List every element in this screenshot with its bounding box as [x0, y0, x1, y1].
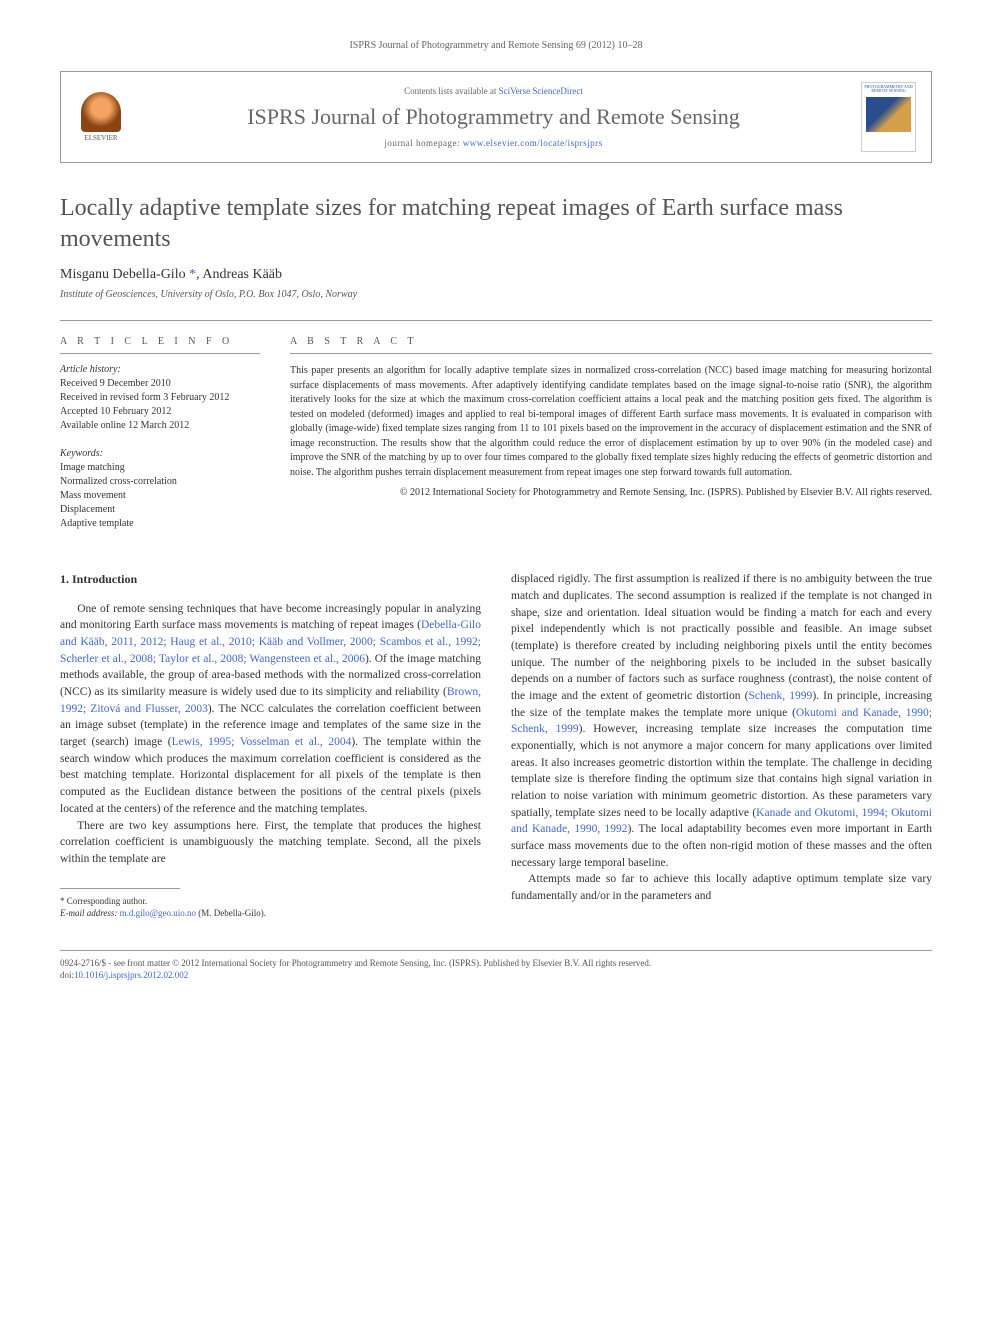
- elsevier-logo: ELSEVIER: [76, 87, 126, 147]
- keyword-2: Normalized cross-correlation: [60, 475, 260, 489]
- corresponding-author-note: * Corresponding author.: [60, 895, 481, 908]
- keyword-1: Image matching: [60, 461, 260, 475]
- article-info-column: A R T I C L E I N F O Article history: R…: [60, 336, 260, 531]
- email-line: E-mail address: m.d.gilo@geo.uio.no (M. …: [60, 907, 481, 920]
- body-paragraph: One of remote sensing techniques that ha…: [60, 601, 481, 818]
- footer-block: 0924-2716/$ - see front matter © 2012 In…: [60, 957, 932, 982]
- footer-copyright-line: 0924-2716/$ - see front matter © 2012 In…: [60, 957, 932, 970]
- footer-doi-line: doi:10.1016/j.isprsjprs.2012.02.002: [60, 969, 932, 982]
- reference-link[interactable]: Lewis, 1995; Vosselman et al., 2004: [172, 736, 352, 748]
- journal-cover-thumbnail: PHOTOGRAMMETRY AND REMOTE SENSING: [861, 82, 916, 152]
- body-column-left: 1. Introduction One of remote sensing te…: [60, 571, 481, 919]
- corresponding-marker[interactable]: *: [189, 267, 196, 282]
- homepage-link[interactable]: www.elsevier.com/locate/isprsjprs: [463, 138, 603, 148]
- author-email-link[interactable]: m.d.gilo@geo.uio.no: [120, 908, 196, 918]
- homepage-line: journal homepage: www.elsevier.com/locat…: [141, 138, 846, 148]
- body-text: displaced rigidly. The first assumption …: [511, 573, 932, 702]
- body-columns: 1. Introduction One of remote sensing te…: [60, 571, 932, 919]
- affiliation: Institute of Geosciences, University of …: [60, 289, 932, 300]
- article-info-heading: A R T I C L E I N F O: [60, 336, 260, 354]
- keyword-3: Mass movement: [60, 489, 260, 503]
- keyword-4: Displacement: [60, 503, 260, 517]
- abstract-copyright: © 2012 International Society for Photogr…: [290, 486, 932, 500]
- body-text: One of remote sensing techniques that ha…: [60, 603, 481, 632]
- cover-image-icon: [866, 97, 911, 132]
- keyword-5: Adaptive template: [60, 517, 260, 531]
- elsevier-label: ELSEVIER: [84, 134, 117, 142]
- article-history-block: Article history: Received 9 December 201…: [60, 364, 260, 433]
- history-accepted: Accepted 10 February 2012: [60, 405, 260, 419]
- section-heading-1: 1. Introduction: [60, 571, 481, 588]
- page-container: ISPRS Journal of Photogrammetry and Remo…: [0, 0, 992, 1022]
- body-paragraph: displaced rigidly. The first assumption …: [511, 571, 932, 871]
- sciencedirect-link[interactable]: SciVerse ScienceDirect: [499, 86, 583, 96]
- author-2: Andreas Kääb: [202, 267, 282, 282]
- keywords-block: Keywords: Image matching Normalized cros…: [60, 448, 260, 531]
- homepage-prefix: journal homepage:: [384, 138, 462, 148]
- keywords-label: Keywords:: [60, 448, 260, 459]
- body-paragraph: Attempts made so far to achieve this loc…: [511, 871, 932, 904]
- contents-prefix: Contents lists available at: [404, 86, 498, 96]
- doi-label: doi:: [60, 970, 74, 980]
- history-label: Article history:: [60, 364, 260, 375]
- body-paragraph: There are two key assumptions here. Firs…: [60, 818, 481, 868]
- article-title: Locally adaptive template sizes for matc…: [60, 193, 932, 255]
- cover-title: PHOTOGRAMMETRY AND REMOTE SENSING: [864, 85, 913, 94]
- body-column-right: displaced rigidly. The first assumption …: [511, 571, 932, 919]
- reference-link[interactable]: Schenk, 1999: [748, 690, 812, 702]
- footnote-block: * Corresponding author. E-mail address: …: [60, 895, 481, 920]
- email-label: E-mail address:: [60, 908, 120, 918]
- header-center: Contents lists available at SciVerse Sci…: [141, 86, 846, 148]
- info-abstract-row: A R T I C L E I N F O Article history: R…: [60, 320, 932, 531]
- author-1: Misganu Debella-Gilo: [60, 267, 186, 282]
- contents-line: Contents lists available at SciVerse Sci…: [141, 86, 846, 96]
- journal-header-box: ELSEVIER Contents lists available at Sci…: [60, 71, 932, 163]
- email-suffix: (M. Debella-Gilo).: [196, 908, 266, 918]
- footnote-rule: [60, 888, 180, 889]
- abstract-column: A B S T R A C T This paper presents an a…: [290, 336, 932, 531]
- elsevier-tree-icon: [81, 92, 121, 132]
- journal-name: ISPRS Journal of Photogrammetry and Remo…: [141, 104, 846, 130]
- history-online: Available online 12 March 2012: [60, 419, 260, 433]
- history-received: Received 9 December 2010: [60, 377, 260, 391]
- abstract-text: This paper presents an algorithm for loc…: [290, 364, 932, 480]
- body-text: ). However, increasing template size inc…: [511, 723, 932, 818]
- abstract-heading: A B S T R A C T: [290, 336, 932, 354]
- history-revised: Received in revised form 3 February 2012: [60, 391, 260, 405]
- footer-rule: [60, 950, 932, 951]
- doi-link[interactable]: 10.1016/j.isprsjprs.2012.02.002: [74, 970, 188, 980]
- running-head: ISPRS Journal of Photogrammetry and Remo…: [60, 40, 932, 51]
- authors-line: Misganu Debella-Gilo *, Andreas Kääb: [60, 267, 932, 283]
